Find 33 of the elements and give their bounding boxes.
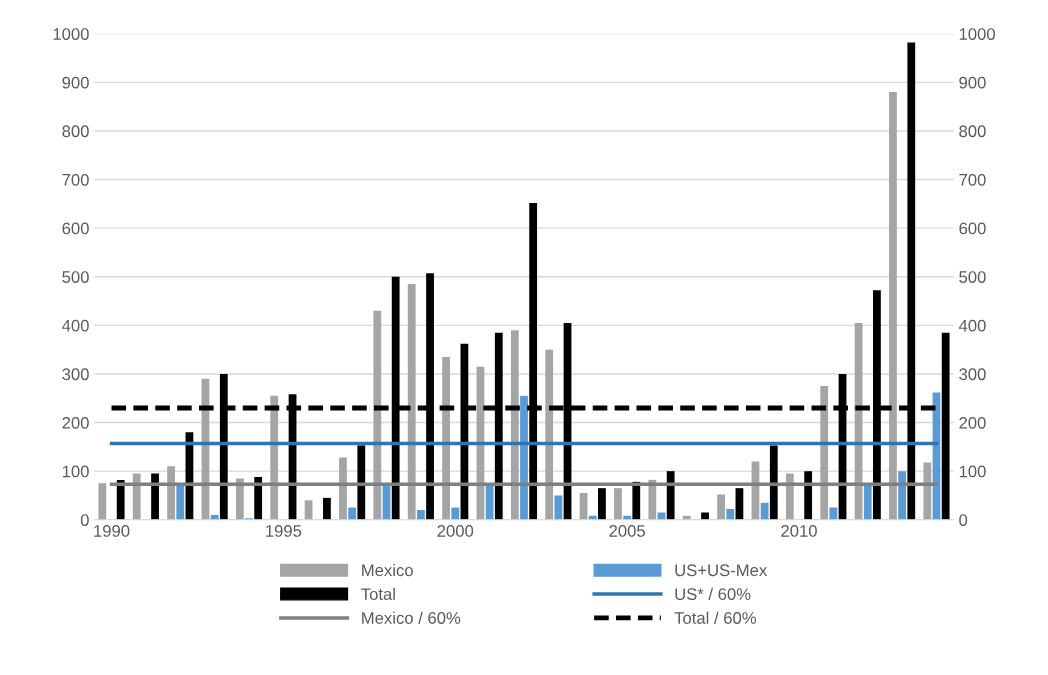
y2-tick-label: 100 (959, 465, 986, 478)
y2-tick-label: 300 (959, 368, 986, 381)
x-tick-label: 2000 (437, 525, 474, 537)
y-tick-label: 0 (80, 514, 89, 526)
legend-label: Mexico / 60% (362, 611, 461, 624)
y2-tick-label: 200 (959, 416, 986, 429)
legend-label: Total / 60% (674, 611, 756, 624)
y2-tick-label: 700 (959, 173, 986, 186)
y-tick-label: 1000 (53, 28, 89, 40)
y-tick-label: 400 (62, 319, 89, 332)
y2-tick-label: 400 (958, 319, 986, 332)
y-tick-label: 900 (62, 76, 89, 89)
x-tick-label: 1990 (94, 525, 130, 537)
x-tick-label: 2005 (609, 525, 645, 537)
legend-label: US* / 60% (675, 587, 751, 601)
y2-tick-label: 900 (959, 76, 986, 89)
y-tick-label: 200 (62, 416, 89, 429)
y-tick-label: 500 (62, 271, 89, 283)
legend-label: Total (361, 587, 395, 601)
y2-tick-label: 1000 (959, 28, 995, 40)
y2-tick-label: 600 (959, 222, 986, 235)
legend-label: US+US-Mex (675, 564, 768, 577)
y-tick-label: 800 (62, 125, 89, 138)
x-tick-label: 2010 (781, 525, 817, 537)
y2-tick-label: 800 (959, 125, 986, 138)
y-tick-label: 600 (62, 222, 89, 235)
y-tick-label: 100 (62, 465, 89, 478)
y2-tick-label: 500 (959, 271, 986, 283)
y-tick-label: 300 (62, 368, 89, 381)
y-tick-label: 700 (62, 173, 89, 186)
x-tick-label: 1995 (266, 525, 302, 537)
legend-label: Mexico (362, 563, 413, 577)
y2-tick-label: 0 (959, 514, 968, 526)
